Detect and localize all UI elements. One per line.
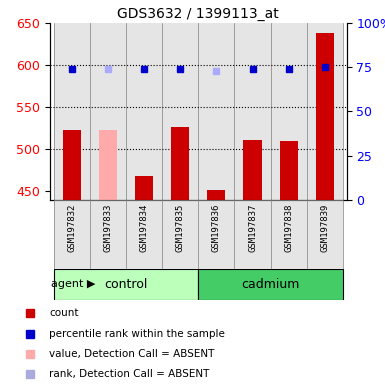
Bar (90, 23, 126, 200)
Bar (198, 269, 343, 300)
Text: GSM197836: GSM197836 (212, 203, 221, 252)
Bar (280, 141, 298, 200)
Text: value, Detection Call = ABSENT: value, Detection Call = ABSENT (49, 349, 214, 359)
Bar (63, 130, 81, 200)
Bar (198, 23, 234, 200)
Bar (307, 200, 343, 269)
Bar (171, 126, 189, 200)
Text: rank, Detection Call = ABSENT: rank, Detection Call = ABSENT (49, 369, 209, 379)
Text: GSM197835: GSM197835 (176, 203, 185, 252)
Bar (307, 23, 343, 200)
Text: agent ▶: agent ▶ (51, 279, 95, 289)
Bar (207, 190, 225, 200)
Bar (316, 33, 334, 200)
Bar (234, 23, 271, 200)
Bar (243, 140, 261, 200)
Bar (126, 23, 162, 200)
Bar (162, 23, 198, 200)
Bar (126, 200, 162, 269)
Bar (234, 200, 271, 269)
Bar (54, 200, 90, 269)
Bar (271, 23, 307, 200)
Bar (198, 200, 234, 269)
Text: percentile rank within the sample: percentile rank within the sample (49, 329, 225, 339)
Bar (135, 176, 153, 200)
Text: GSM197838: GSM197838 (284, 203, 293, 252)
Text: GSM197834: GSM197834 (139, 203, 149, 252)
Bar (271, 200, 307, 269)
Title: GDS3632 / 1399113_at: GDS3632 / 1399113_at (117, 7, 279, 21)
Text: GSM197832: GSM197832 (67, 203, 76, 252)
Text: control: control (104, 278, 148, 291)
Text: GSM197833: GSM197833 (104, 203, 112, 252)
Text: count: count (49, 308, 79, 318)
Bar (162, 200, 198, 269)
Text: cadmium: cadmium (241, 278, 300, 291)
Text: GSM197837: GSM197837 (248, 203, 257, 252)
Text: GSM197839: GSM197839 (320, 203, 329, 252)
Bar (54, 269, 198, 300)
Bar (54, 23, 90, 200)
Bar (90, 200, 126, 269)
Bar (99, 130, 117, 200)
